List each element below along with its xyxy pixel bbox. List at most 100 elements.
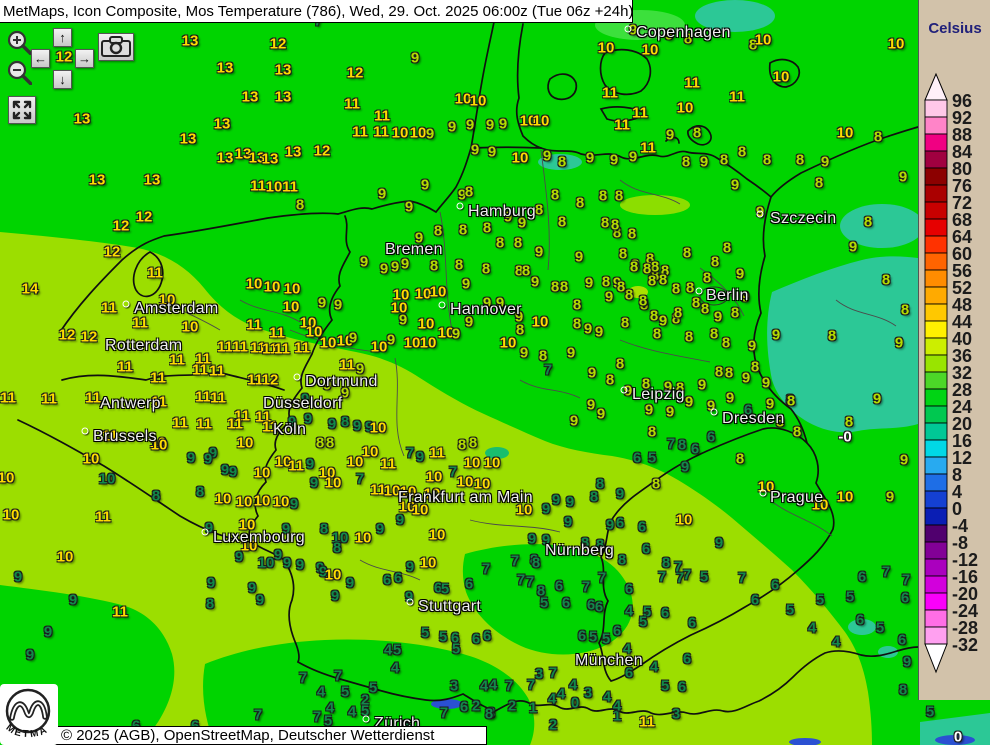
scale-tick-label: 24: [952, 397, 972, 417]
scale-tick-label: 44: [952, 312, 972, 332]
scale-tick-label: 28: [952, 380, 972, 400]
title-bar: MetMaps, Icon Composite, Mos Temperature…: [0, 0, 633, 23]
state-borders: [159, 149, 897, 581]
scale-tick-label: 88: [952, 125, 972, 145]
scale-tick-label: 36: [952, 346, 972, 366]
zoom-out-button[interactable]: [6, 59, 32, 85]
teal-patch: [920, 713, 990, 745]
scale-arrow: [924, 643, 948, 674]
scale-tick-label: 12: [952, 448, 972, 468]
scale-segment: [924, 405, 948, 424]
scale-tick-label: -8: [952, 533, 968, 553]
scale-segment: [924, 422, 948, 441]
scale-tick-label: 8: [952, 465, 962, 485]
fullscreen-icon: [12, 100, 32, 120]
scale-segment: [924, 133, 948, 152]
scale-arrow: [924, 72, 948, 101]
scale-segment: [924, 592, 948, 611]
scale-segment: [924, 269, 948, 288]
scale-segment: [924, 541, 948, 560]
magnifier-minus-icon: [7, 60, 32, 85]
lime-patch: [620, 195, 690, 215]
scale-segment: [924, 388, 948, 407]
scale-tick-label: 84: [952, 142, 972, 162]
scale-segment: [924, 116, 948, 135]
scale-segment: [924, 337, 948, 356]
scale-tick-label: -28: [952, 618, 978, 638]
pan-left-button[interactable]: ←: [31, 49, 50, 68]
warm-region-overlay: [0, 232, 872, 745]
scale-segment: [924, 303, 948, 322]
scale-segment: [924, 626, 948, 645]
attribution-bar: © 2025 (AGB), OpenStreetMap, Deutscher W…: [55, 726, 487, 745]
scale-tick-label: 56: [952, 261, 972, 281]
scale-segment: [924, 524, 948, 543]
scale-tick-label: 32: [952, 363, 972, 383]
scale-tick-label: 20: [952, 414, 972, 434]
teal-patch: [840, 204, 924, 248]
scale-segment: [924, 609, 948, 628]
scale-segment: [924, 439, 948, 458]
lake: [431, 699, 463, 709]
pan-down-button[interactable]: ↓: [53, 70, 72, 89]
magnifier-plus-icon: [7, 30, 32, 55]
legend-title: Celsius: [928, 20, 982, 37]
scale-tick-label: 60: [952, 244, 972, 264]
lake: [789, 738, 821, 745]
scale-segment: [924, 252, 948, 271]
scale-tick-label: -24: [952, 601, 978, 621]
fullscreen-button[interactable]: [8, 96, 36, 124]
pan-right-button[interactable]: →: [75, 49, 94, 68]
scale-tick-label: 92: [952, 108, 972, 128]
scale-segment: [924, 558, 948, 577]
scale-tick-label: -4: [952, 516, 968, 536]
scale-segment: [924, 201, 948, 220]
color-scale: 9692888480767268646056524844403632282420…: [924, 72, 978, 674]
scale-segment: [924, 167, 948, 186]
cool-pocket-alpine: [203, 639, 535, 745]
scale-tick-label: 76: [952, 176, 972, 196]
scale-segment: [924, 507, 948, 526]
scale-tick-label: 48: [952, 295, 972, 315]
scale-segment: [924, 473, 948, 492]
scale-tick-label: -12: [952, 550, 978, 570]
scale-segment: [924, 354, 948, 373]
lime-patch: [628, 286, 648, 298]
country-borders: [17, 21, 919, 716]
scale-tick-label: -16: [952, 567, 978, 587]
scale-segment: [924, 235, 948, 254]
scale-segment: [924, 371, 948, 390]
scale-tick-label: 96: [952, 91, 972, 111]
lake: [935, 735, 975, 745]
scale-segment: [924, 184, 948, 203]
scale-segment: [924, 218, 948, 237]
scale-tick-label: -20: [952, 584, 978, 604]
teal-patch: [848, 619, 876, 635]
scale-tick-label: 68: [952, 210, 972, 230]
screenshot-button[interactable]: [98, 33, 134, 61]
scale-segment: [924, 456, 948, 475]
scale-tick-label: 0: [952, 499, 962, 519]
scale-segment: [924, 286, 948, 305]
scale-tick-label: 72: [952, 193, 972, 213]
scale-segment: [924, 99, 948, 118]
zoom-in-button[interactable]: [6, 29, 32, 55]
scale-segment: [924, 575, 948, 594]
scale-tick-label: 40: [952, 329, 972, 349]
scale-tick-label: 52: [952, 278, 972, 298]
scale-tick-label: 80: [952, 159, 972, 179]
scale-tick-label: 4: [952, 482, 962, 502]
teal-region-poland: [767, 256, 918, 433]
scale-tick-label: 16: [952, 431, 972, 451]
scale-segment: [924, 320, 948, 339]
camera-icon: [101, 36, 131, 57]
scale-tick-label: 64: [952, 227, 972, 247]
scale-segment: [924, 150, 948, 169]
teal-patch: [695, 0, 775, 32]
scale-segment: [924, 490, 948, 509]
legend-panel: Celsius 96 92 88 84 80 76 72 68 64 60 56 52 48 44 40 36…: [918, 0, 990, 700]
cool-pocket-central: [462, 544, 633, 655]
pan-up-button[interactable]: ↑: [53, 28, 72, 47]
